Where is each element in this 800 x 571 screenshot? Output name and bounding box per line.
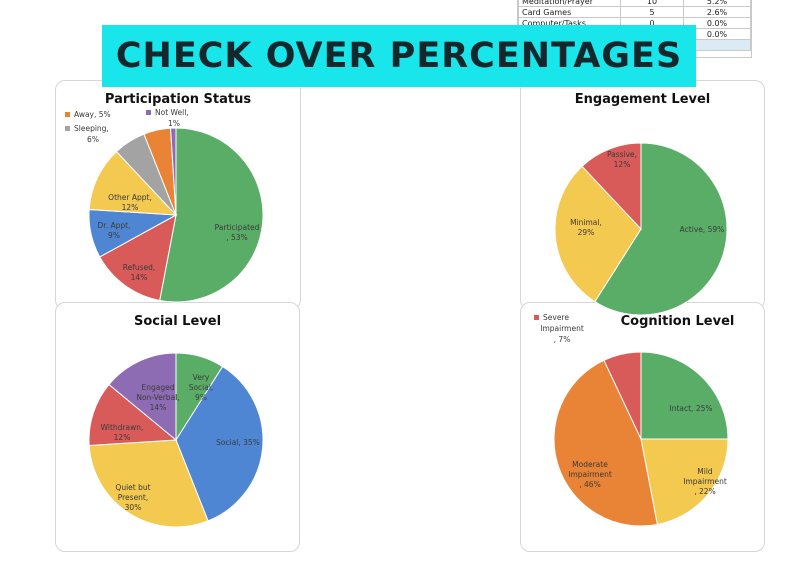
slice-label-line: Social, 35%	[216, 438, 260, 447]
pie-slice-other-appt	[88, 150, 178, 216]
legend-label: Sleeping, 6%	[74, 124, 109, 144]
slice-label-line: Impairment	[568, 470, 612, 479]
slice-label: Participated, 53%	[215, 223, 260, 242]
slice-label-line: 14%	[150, 403, 167, 412]
slice-label-line: , 53%	[226, 233, 247, 242]
pie-chart-3: Intact, 25%Mild Impairment, 22%Moderate Im…	[534, 313, 729, 527]
slice-label-line: Active, 59%	[680, 225, 725, 234]
legend-swatch	[146, 110, 151, 115]
slice-label: Minimal, 29%	[570, 218, 602, 237]
pie-slice-moderate-impairment	[553, 359, 658, 527]
slice-label: Quiet but Present, 30%	[115, 483, 150, 512]
legend-swatch	[534, 315, 539, 320]
slice-label-line: Participated	[215, 223, 260, 232]
slice-label: Refused, 14%	[123, 263, 156, 282]
legend-swatch	[65, 126, 70, 131]
slice-label-line: Moderate	[572, 460, 608, 469]
legend-label-line: 1%	[168, 119, 180, 128]
slice-label-line: Present,	[118, 493, 149, 502]
slice-label-line: 14%	[131, 273, 148, 282]
pie-slice-quiet-but-present	[88, 439, 209, 528]
slice-label: Social, 35%	[216, 438, 260, 447]
legend-label: Away, 5%	[74, 110, 111, 119]
slice-label-line: 12%	[614, 160, 631, 169]
slice-label-line: Very	[193, 373, 210, 382]
slice-label-line: Impairment	[683, 477, 727, 486]
pie-chart-0: Participated, 53% Refused, 14% Dr. Appt, 9% O…	[65, 108, 264, 303]
slice-label-line: Social,	[189, 383, 214, 392]
slice-label-line: Engaged	[142, 383, 175, 392]
slice-label: Engaged Non-Verbal, 14%	[136, 383, 179, 412]
slice-label-line: 12%	[114, 433, 131, 442]
pie-slice-intact	[640, 351, 729, 440]
slice-label-line: Quiet but	[115, 483, 150, 492]
banner-text: CHECK OVER PERCENTAGES	[115, 36, 683, 76]
legend-label-line: Impairment	[540, 324, 584, 333]
legend-label: Not Well, 1%	[155, 108, 189, 128]
pie-slice-active	[594, 142, 728, 316]
slice-label-line: Non-Verbal,	[136, 393, 179, 402]
slice-label-line: 30%	[125, 503, 142, 512]
social-title: Social Level	[133, 314, 222, 329]
slice-label: Moderate Impairment, 46%	[568, 460, 612, 489]
slice-label-line: 9%	[195, 393, 207, 402]
slice-label-line: Passive,	[607, 150, 637, 159]
slice-label: Intact, 25%	[669, 404, 712, 413]
slice-label: Active, 59%	[680, 225, 725, 234]
pie-slice-not-well	[170, 127, 177, 216]
legend-swatch	[65, 112, 70, 117]
slice-label-line: Mild	[697, 467, 713, 476]
pie-slice-engaged-non-verbal	[108, 352, 177, 442]
pie-slice-passive	[581, 142, 642, 231]
participation-title: Participation Status	[104, 92, 252, 107]
slice-label-line: 12%	[122, 203, 139, 212]
slice-label-line: Refused,	[123, 263, 156, 272]
pie-slice-minimal	[554, 165, 642, 303]
pie-slice-mild-impairment	[640, 438, 729, 526]
slice-label-line: Intact, 25%	[669, 404, 712, 413]
slice-label-line: Minimal,	[570, 218, 602, 227]
slice-label-line: Other Appt,	[108, 193, 152, 202]
banner: CHECK OVER PERCENTAGES	[102, 25, 696, 87]
slice-label-line: Dr. Appt,	[98, 221, 131, 230]
pie-slice-refused	[99, 214, 177, 302]
pie-slice-social	[175, 365, 264, 522]
legend-label-line: Sleeping,	[74, 124, 109, 133]
engagement-title: Engagement Level	[574, 92, 711, 107]
slice-label: Other Appt, 12%	[108, 193, 152, 212]
legend-label: Severe Impairment , 7%	[540, 313, 584, 344]
slice-label-line: Withdrawn,	[101, 423, 144, 432]
slice-label-line: 29%	[578, 228, 595, 237]
slice-label: Mild Impairment, 22%	[683, 467, 727, 496]
slice-label: Dr. Appt, 9%	[98, 221, 131, 240]
slice-label-line: , 22%	[694, 487, 715, 496]
sheet-cell	[683, 39, 751, 51]
slice-label: Passive, 12%	[607, 150, 637, 169]
legend-label-line: Not Well,	[155, 108, 189, 117]
slice-label-line: 9%	[108, 231, 120, 240]
legend-label-line: , 7%	[554, 335, 571, 344]
cognition-title: Cognition Level	[620, 314, 735, 329]
pie-slice-participated	[159, 127, 264, 303]
slice-label: Very Social, 9%	[189, 373, 214, 402]
pie-chart-1: Active, 59% Minimal, 29% Passive, 12%	[554, 142, 728, 316]
legend-label-line: Severe	[543, 313, 569, 322]
legend-label-line: 6%	[87, 135, 99, 144]
legend-label-line: Away, 5%	[74, 110, 111, 119]
pie-slice-withdrawn	[88, 383, 178, 446]
pie-chart-2: Very Social, 9% Social, 35% Quiet but Present…	[88, 352, 264, 528]
slice-label: Withdrawn, 12%	[101, 423, 144, 442]
pie-slice-severe-impairment	[603, 351, 642, 440]
slice-label-line: , 46%	[579, 480, 600, 489]
